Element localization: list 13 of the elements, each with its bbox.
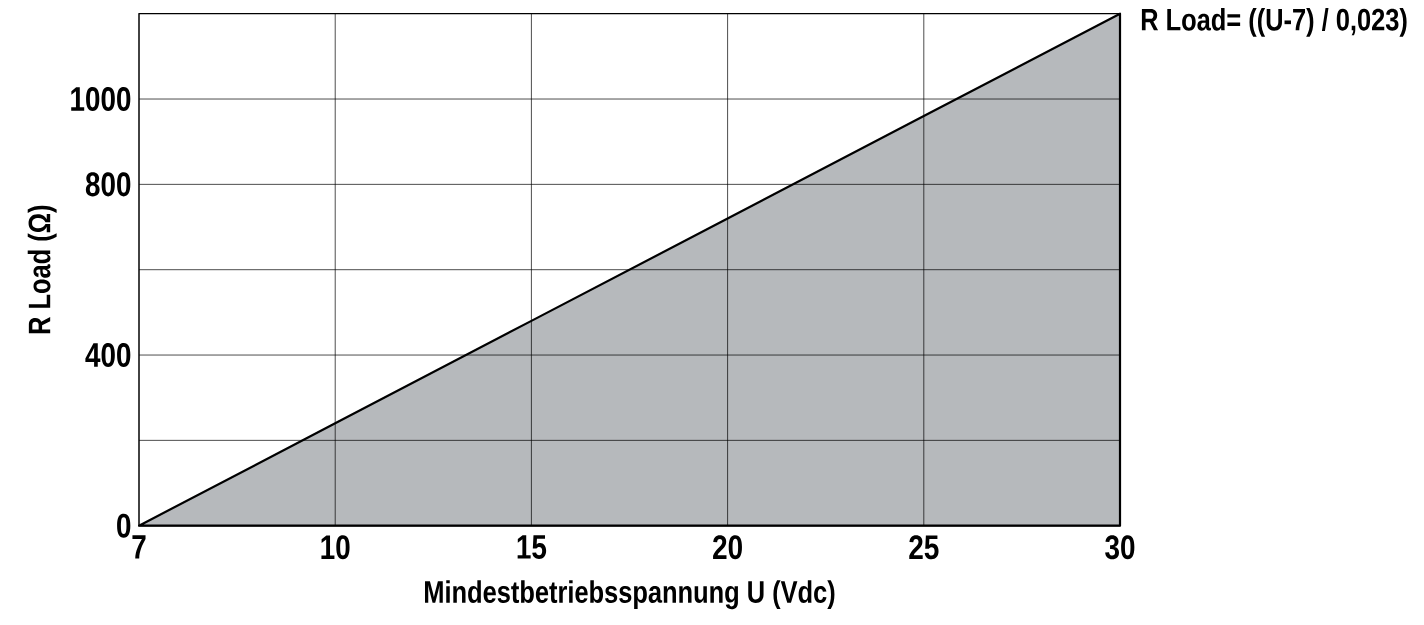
- y-tick-label: 1000: [71, 87, 131, 112]
- y-tick-label: 0: [117, 513, 131, 538]
- y-tick-label: 800: [85, 172, 131, 197]
- x-tick-label: 15: [517, 535, 547, 559]
- x-tick-label: 20: [713, 535, 742, 560]
- y-axis-title: R Load (Ω): [27, 205, 57, 334]
- x-axis-title: Mindestbetriebsspannung U (Vdc): [425, 580, 835, 610]
- x-tick-label: 10: [321, 535, 350, 560]
- x-tick-label: 30: [1105, 535, 1135, 560]
- text: R Load= ((U-7) / 0,023): [1141, 7, 1407, 37]
- x-tick-label: 7: [132, 535, 146, 559]
- y-tick-label: 400: [85, 343, 131, 368]
- x-tick-label: 25: [909, 535, 939, 560]
